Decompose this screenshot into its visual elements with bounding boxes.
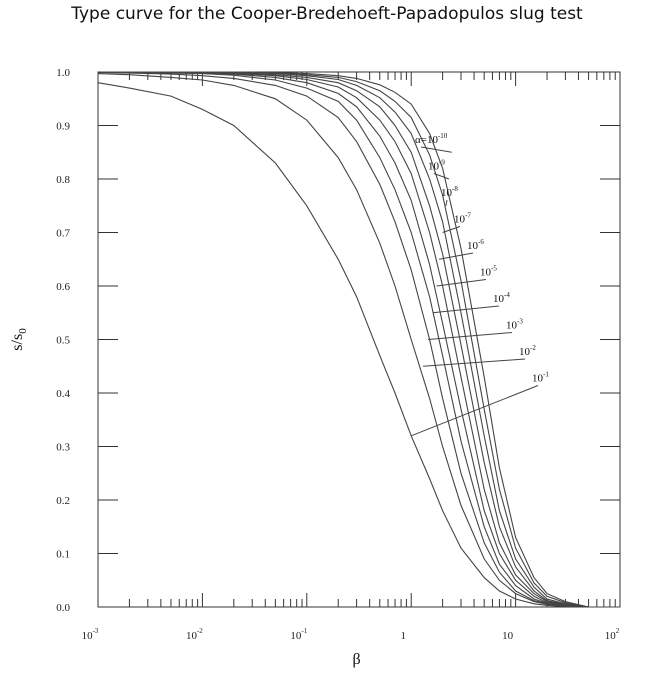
y-tick-label: 0.8 — [56, 174, 70, 186]
x-tick-label: 10-3 — [82, 627, 99, 642]
series-line — [97, 73, 620, 608]
curve-label-text: 10-7 — [454, 212, 471, 226]
y-tick-label: 0.9 — [56, 121, 70, 133]
leader-line — [420, 146, 452, 153]
y-tick-label: 0.5 — [56, 335, 70, 347]
leader-line — [436, 279, 487, 287]
y-tick-label: 0.7 — [56, 228, 70, 240]
leader-line — [423, 358, 526, 367]
chart-title: Type curve for the Cooper-Bredehoeft-Pap… — [71, 4, 583, 24]
y-tick-label: 0.1 — [56, 549, 70, 561]
y-tick-label: 1.0 — [56, 67, 70, 79]
series-line — [98, 71, 620, 608]
curve-label-text: 10-2 — [519, 344, 536, 358]
series-line — [98, 71, 620, 608]
leader-line — [445, 199, 448, 206]
curve-label-text: α=10-10 — [415, 132, 448, 146]
curve-label-text: 10-1 — [532, 371, 549, 385]
curve-label-text: 10-9 — [428, 159, 445, 173]
y-tick-label: 0.3 — [56, 442, 70, 454]
series-line — [97, 82, 620, 608]
curve-label-text: 10-3 — [506, 318, 523, 332]
series-curves — [97, 71, 620, 608]
y-tick-label: 0.4 — [56, 388, 70, 400]
plot-border — [97, 71, 621, 608]
curve-label-text: 10-5 — [480, 265, 497, 279]
x-axis-title: β — [353, 651, 361, 668]
series-line — [98, 71, 620, 608]
y-tick-label: 0.0 — [56, 602, 70, 614]
leader-line — [439, 252, 474, 260]
series-line — [98, 71, 620, 608]
x-tick-label: 10-2 — [186, 627, 203, 642]
curve-label-text: 10-4 — [493, 291, 510, 305]
label-leader-lines — [411, 146, 539, 437]
series-line — [97, 71, 620, 608]
leader-line — [411, 385, 539, 437]
leader-line — [428, 332, 513, 340]
leader-line — [433, 173, 450, 180]
curve-label-text: 10-6 — [467, 238, 484, 252]
y-tick-label: 0.2 — [56, 495, 70, 507]
leader-line — [432, 305, 500, 314]
leader-line — [442, 226, 461, 233]
x-tick-label: 10-1 — [290, 627, 307, 642]
axis-ticks: 0.00.10.20.30.40.50.60.70.80.91.010-3 10-… — [56, 67, 621, 642]
plot-frame — [97, 71, 621, 608]
x-tick-label: 102 — [605, 627, 620, 642]
series-line — [97, 71, 620, 608]
series-line — [98, 71, 620, 608]
series-line — [98, 71, 620, 608]
curve-labels: 10-1 10-2 10-3 10-4 10-5 10-6 10-7 10-8 10-9 α=10… — [415, 132, 549, 385]
y-tick-label: 0.6 — [56, 281, 70, 293]
x-tick-label: 10 — [502, 630, 514, 642]
x-tick-label: 1 — [400, 630, 406, 642]
y-axis-title: s/s0 — [9, 328, 29, 351]
curve-label-text: 10-8 — [441, 185, 458, 199]
